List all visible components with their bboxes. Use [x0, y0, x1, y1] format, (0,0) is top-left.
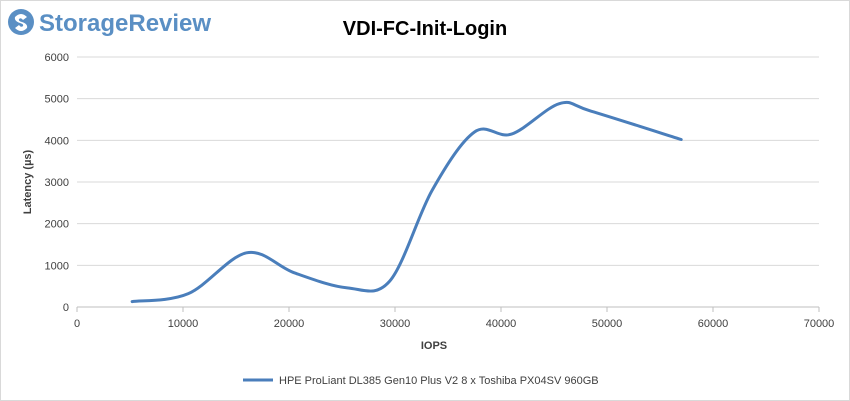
x-tick-label: 50000	[592, 318, 623, 330]
y-tick-label: 0	[63, 302, 69, 314]
y-axis-title: Latency (µs)	[22, 149, 34, 214]
legend: HPE ProLiant DL385 Gen10 Plus V2 8 x Tos…	[243, 375, 599, 387]
x-tick-label: 40000	[486, 318, 517, 330]
x-axis-title: IOPS	[421, 340, 447, 352]
x-axis-ticks: 0 10000 20000 30000 40000 50000 60000 70000	[74, 307, 834, 330]
storagereview-logo-icon	[8, 9, 34, 35]
x-tick-label: 70000	[804, 318, 835, 330]
storagereview-logo: StorageReview	[8, 9, 211, 37]
y-tick-label: 4000	[45, 135, 69, 147]
x-tick-label: 20000	[274, 318, 305, 330]
gridlines	[77, 56, 819, 266]
y-axis-ticks: 0 1000 2000 3000 4000 5000 6000	[45, 52, 69, 314]
y-tick-label: 3000	[45, 177, 69, 189]
y-tick-label: 5000	[45, 94, 69, 106]
x-tick-label: 10000	[168, 318, 199, 330]
x-tick-label: 0	[74, 318, 80, 330]
x-tick-label: 60000	[698, 318, 729, 330]
y-tick-label: 6000	[45, 52, 69, 64]
y-tick-label: 1000	[45, 260, 69, 272]
chart-title: VDI-FC-Init-Login	[343, 18, 507, 40]
series-line	[130, 100, 683, 304]
brand-name: StorageReview	[39, 10, 211, 37]
legend-label: HPE ProLiant DL385 Gen10 Plus V2 8 x Tos…	[279, 375, 599, 387]
y-tick-label: 2000	[45, 219, 69, 231]
x-tick-label: 30000	[380, 318, 411, 330]
